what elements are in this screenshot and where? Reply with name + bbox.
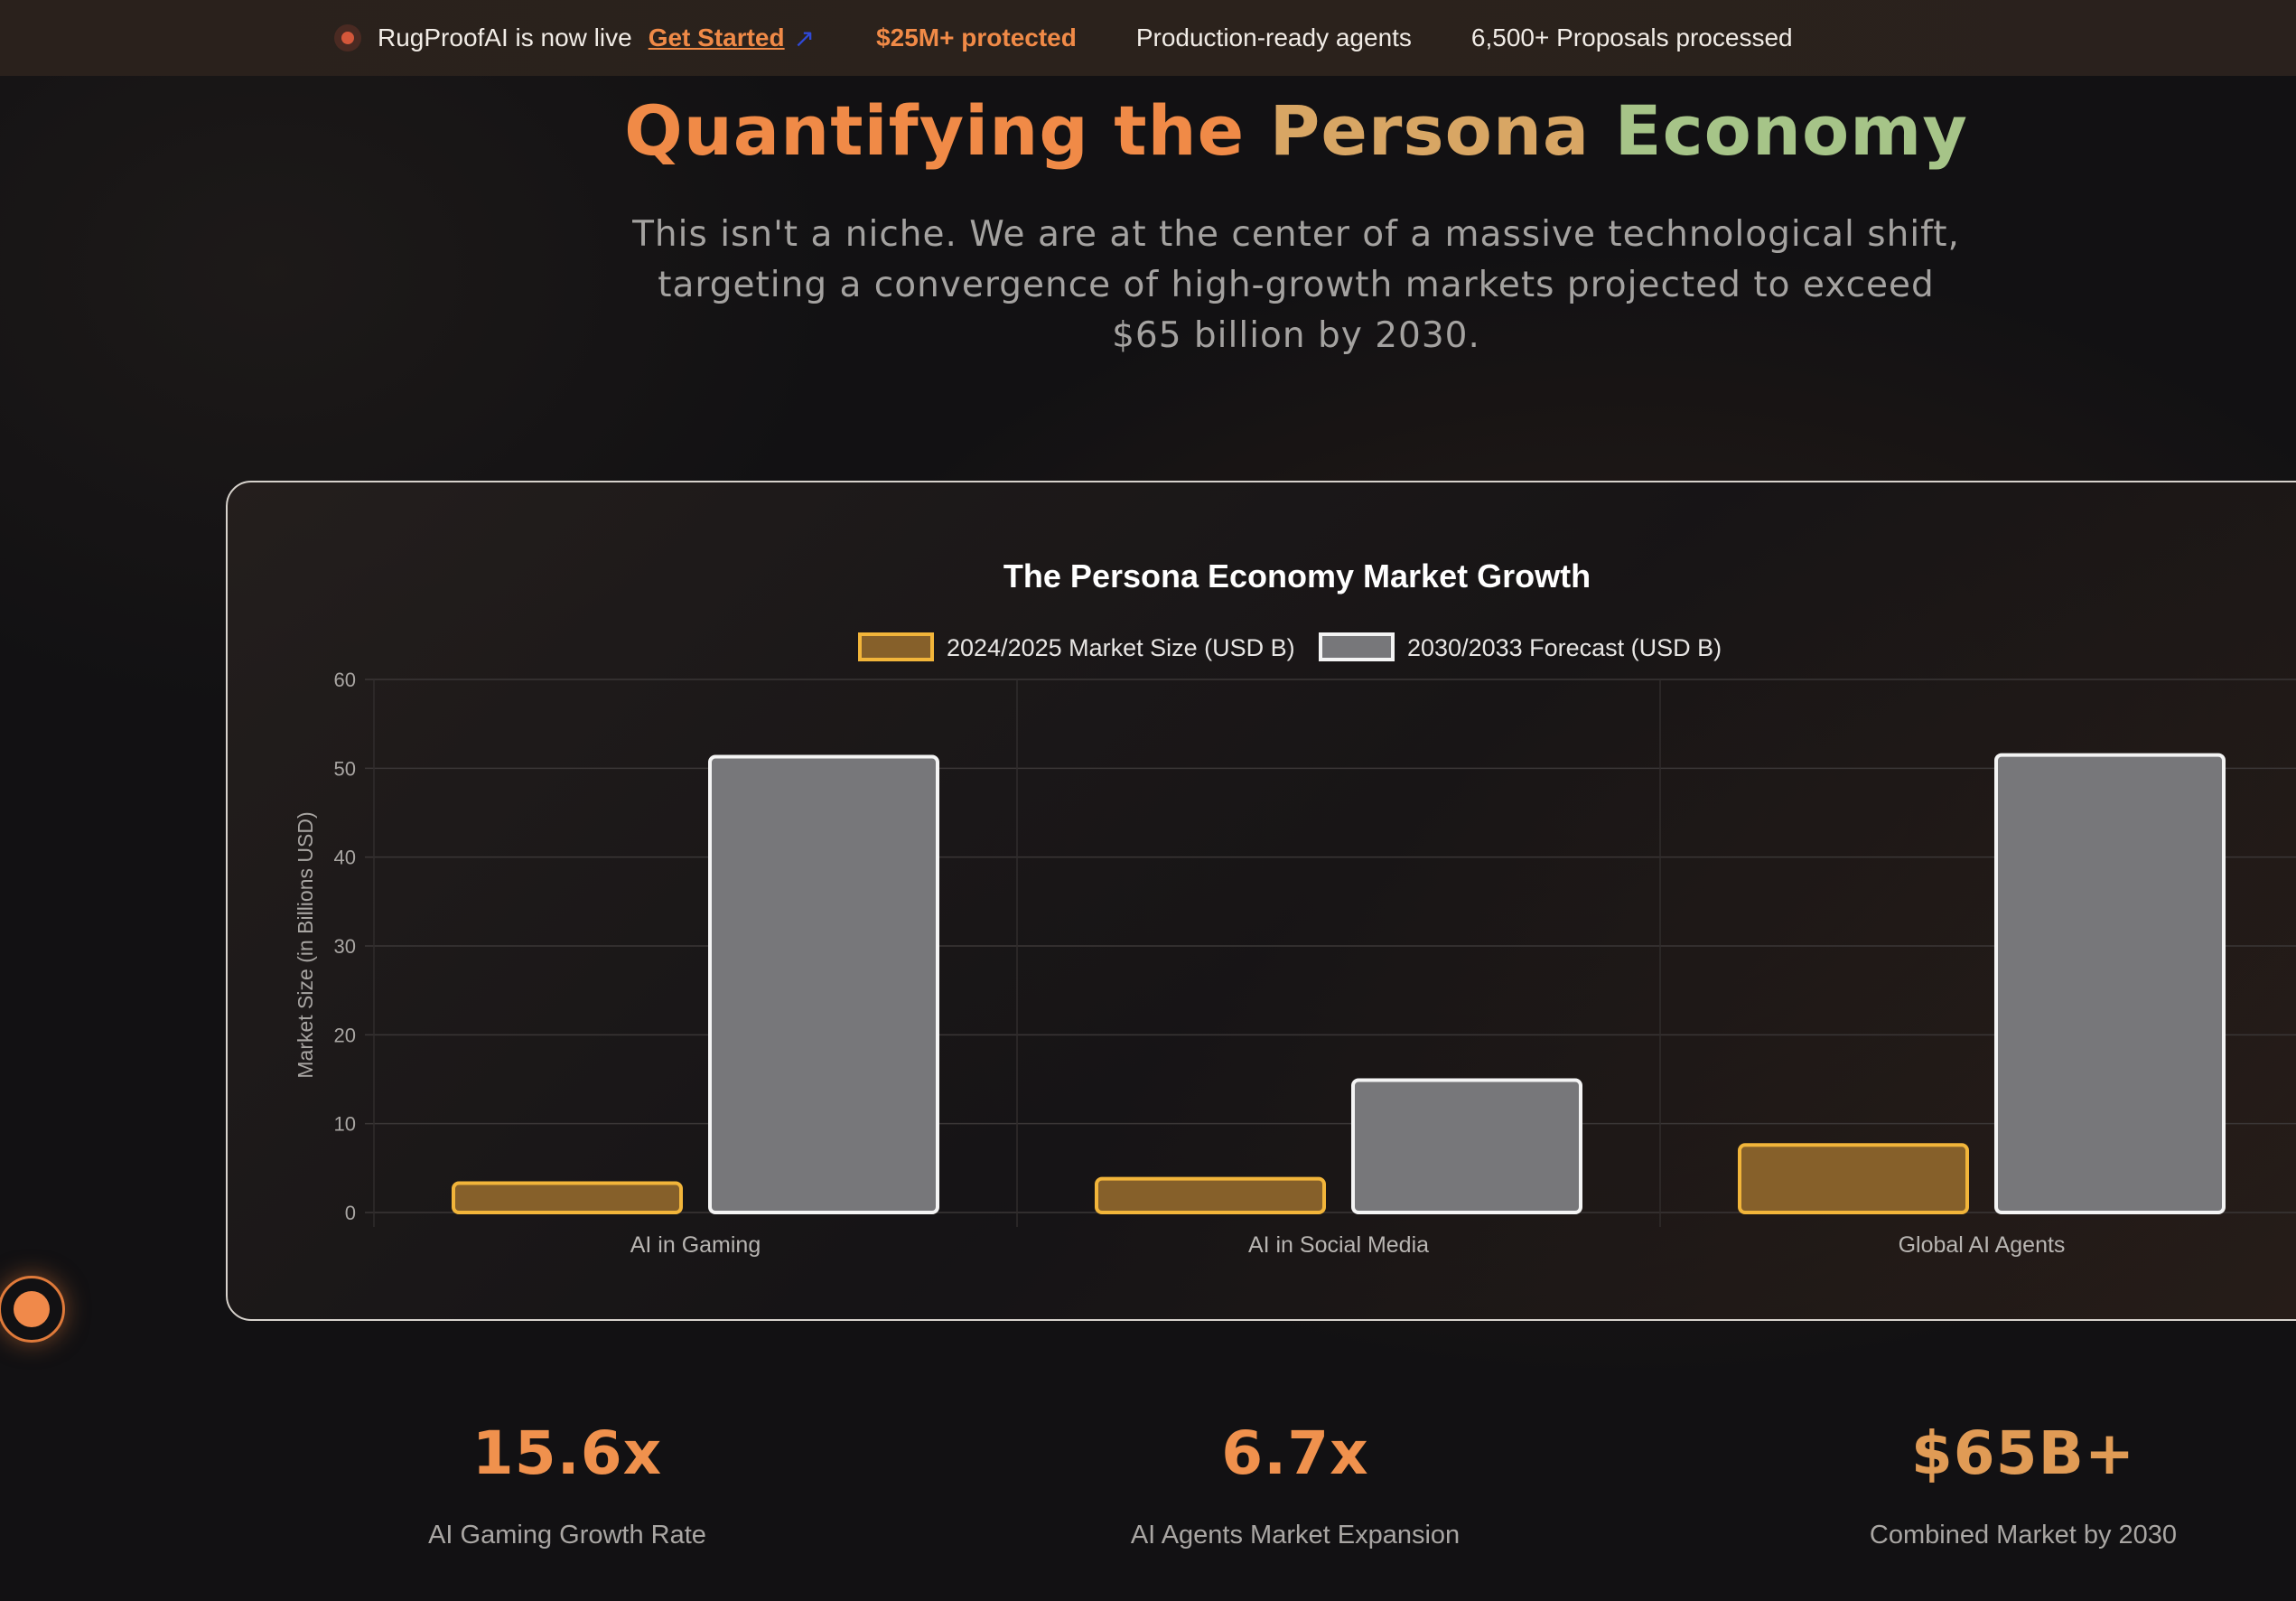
stat-gaming-growth: 15.6x AI Gaming Growth Rate [296, 1418, 838, 1550]
stat-value: $65B+ [1910, 1418, 2136, 1488]
x-category-label: AI in Social Media [1248, 1232, 1429, 1258]
heading-part-persona: Persona [1269, 90, 1615, 171]
legend-swatch [858, 632, 934, 661]
y-tick-label: 40 [334, 847, 356, 869]
stat-value: 6.7x [1221, 1418, 1369, 1488]
legend-label: 2024/2025 Market Size (USD B) [947, 634, 1295, 661]
market-growth-chart-card: The Persona Economy Market Growth 2024/20… [226, 481, 2296, 1321]
stat-value: 15.6x [471, 1418, 663, 1488]
get-started-link[interactable]: Get Started [648, 23, 785, 51]
y-tick-label: 10 [334, 1113, 356, 1136]
y-tick-label: 30 [334, 935, 356, 958]
bar-forecast [708, 754, 939, 1214]
chart-title: The Persona Economy Market Growth [1003, 557, 1591, 595]
floating-indicator-button[interactable] [0, 1276, 65, 1343]
live-announcement-text: RugProofAI is now live [378, 23, 632, 51]
stat-label: AI Gaming Growth Rate [428, 1521, 706, 1550]
x-category-label: Global AI Agents [1899, 1232, 2066, 1258]
bar-current [452, 1181, 683, 1214]
bar-current [1738, 1143, 1969, 1214]
stat-label: AI Agents Market Expansion [1130, 1521, 1461, 1550]
stat-label: Combined Market by 2030 [1869, 1521, 2178, 1550]
y-tick-label: 0 [345, 1202, 356, 1224]
indicator-dot-icon [14, 1291, 50, 1327]
legend-swatch [1319, 632, 1395, 661]
section-subtitle: This isn't a niche. We are at the center… [632, 214, 1960, 356]
live-status-icon [334, 24, 361, 51]
y-tick-label: 60 [334, 669, 356, 691]
x-category-label: AI in Gaming [630, 1232, 761, 1258]
stat-combined-market: $65B+ Combined Market by 2030 [1752, 1418, 2294, 1550]
announcement-bar: RugProofAI is now live Get Started ↗ $25… [0, 0, 2296, 76]
protected-amount-stat: $25M+ protected [876, 23, 1077, 51]
y-tick-label: 50 [334, 757, 356, 780]
bar-forecast [1351, 1078, 1582, 1214]
proposals-processed-text: 6,500+ Proposals processed [1470, 23, 1793, 51]
y-tick-label: 20 [334, 1024, 356, 1046]
external-arrow-icon[interactable]: ↗ [793, 23, 816, 52]
stat-agents-expansion: 6.7x AI Agents Market Expansion [1024, 1418, 1566, 1550]
heading-part-quantifying: Quantifying the [624, 90, 1270, 171]
legend-label: 2030/2033 Forecast (USD B) [1407, 634, 1722, 661]
bar-forecast [1994, 753, 2226, 1214]
bar-current [1095, 1176, 1326, 1215]
market-growth-chart: The Persona Economy Market Growth 2024/20… [294, 557, 2296, 1258]
heading-part-economy: Economy [1614, 90, 1968, 171]
section-heading: Quantifying the Persona Economy [0, 90, 2296, 171]
production-agents-text: Production-ready agents [1135, 23, 1412, 51]
y-axis-title: Market Size (in Billions USD) [294, 811, 317, 1078]
